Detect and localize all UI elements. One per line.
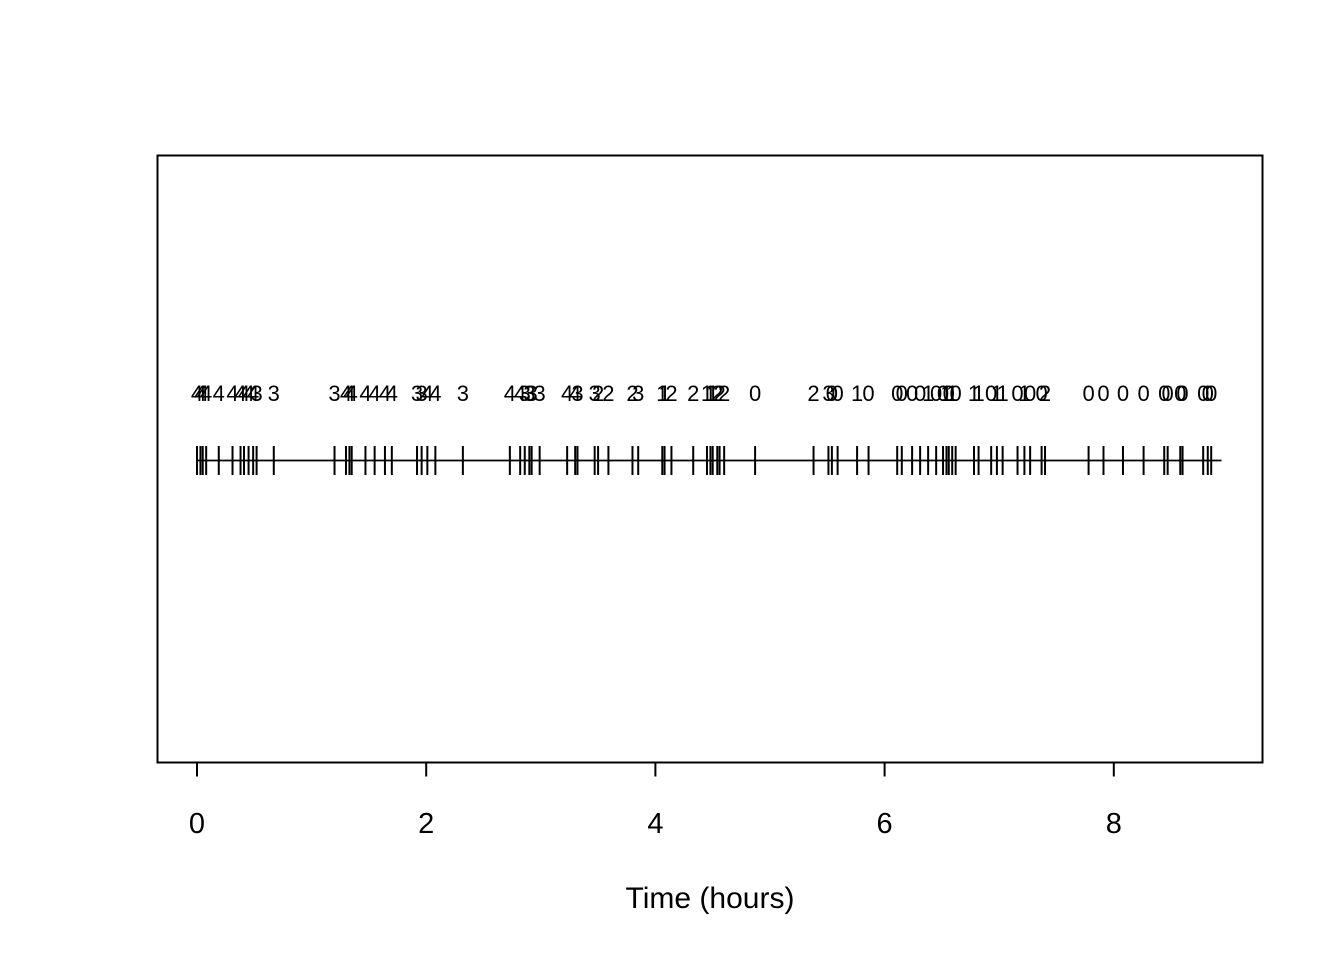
event-mark-label: 0 bbox=[1158, 381, 1170, 406]
event-mark-label: 0 bbox=[1176, 381, 1188, 406]
event-mark-label: 3 bbox=[589, 381, 601, 406]
event-mark-label: 0 bbox=[1024, 381, 1036, 406]
event-mark-label: 2 bbox=[711, 381, 723, 406]
event-mark-label: 0 bbox=[826, 381, 838, 406]
event-mark-label: 4 bbox=[197, 381, 209, 406]
event-mark-label: 1 bbox=[968, 381, 980, 406]
event-mark-label: 4 bbox=[213, 381, 225, 406]
x-axis-tick-label: 0 bbox=[189, 808, 205, 840]
event-mark-label: 0 bbox=[1205, 381, 1217, 406]
event-mark-label: 0 bbox=[1197, 381, 1209, 406]
event-mark-label: 1 bbox=[704, 381, 716, 406]
event-mark-label: 3 bbox=[632, 381, 644, 406]
event-mark-label: 3 bbox=[415, 381, 427, 406]
x-axis-tick-label: 8 bbox=[1106, 808, 1122, 840]
event-mark-label: 2 bbox=[592, 381, 604, 406]
event-mark-label: 4 bbox=[343, 381, 355, 406]
event-mark-label: 4 bbox=[242, 381, 254, 406]
event-mark-label: 0 bbox=[891, 381, 903, 406]
x-axis-tick-label: 4 bbox=[647, 808, 663, 840]
event-mark-label: 0 bbox=[1162, 381, 1174, 406]
event-mark-label: 0 bbox=[943, 381, 955, 406]
event-mark-label: 2 bbox=[687, 381, 699, 406]
event-mark-label: 0 bbox=[985, 381, 997, 406]
event-mark-label: 3 bbox=[457, 381, 469, 406]
event-mark-label: 4 bbox=[379, 381, 391, 406]
event-mark-label: 0 bbox=[914, 381, 926, 406]
event-mark-label: 3 bbox=[328, 381, 340, 406]
event-mark-label: 4 bbox=[191, 381, 203, 406]
event-mark-label: 1 bbox=[707, 381, 719, 406]
event-mark-label: 0 bbox=[1035, 381, 1047, 406]
event-mark-label: 4 bbox=[340, 381, 352, 406]
event-mark-label: 4 bbox=[234, 381, 246, 406]
event-mark-label: 0 bbox=[906, 381, 918, 406]
event-mark-label: 1 bbox=[851, 381, 863, 406]
event-mark-label: 0 bbox=[896, 381, 908, 406]
event-mark-label: 1 bbox=[701, 381, 713, 406]
event-mark-label: 2 bbox=[665, 381, 677, 406]
event-mark-label: 4 bbox=[200, 381, 212, 406]
event-mark-label: 0 bbox=[1097, 381, 1109, 406]
event-mark-label: 0 bbox=[831, 381, 843, 406]
plot-frame bbox=[156, 154, 1264, 764]
event-mark-label: 0 bbox=[1137, 381, 1149, 406]
event-mark-label: 1 bbox=[997, 381, 1009, 406]
event-mark-label: 2 bbox=[718, 381, 730, 406]
event-mark-label: 4 bbox=[386, 381, 398, 406]
event-mark-label: 4 bbox=[247, 381, 259, 406]
event-mark-label: 2 bbox=[713, 381, 725, 406]
x-axis-title: Time (hours) bbox=[626, 882, 795, 915]
event-mark-label: 1 bbox=[946, 381, 958, 406]
event-mark-label: 3 bbox=[268, 381, 280, 406]
event-mark-label: 3 bbox=[571, 381, 583, 406]
event-mark-label: 4 bbox=[504, 381, 516, 406]
event-mark-label: 3 bbox=[526, 381, 538, 406]
event-mark-label: 4 bbox=[369, 381, 381, 406]
event-mark-label: 3 bbox=[250, 381, 262, 406]
x-axis-tick-label: 2 bbox=[418, 808, 434, 840]
event-mark-label: 0 bbox=[937, 381, 949, 406]
event-mark-label: 4 bbox=[238, 381, 250, 406]
event-mark-label: 1 bbox=[991, 381, 1003, 406]
event-mark-label: 0 bbox=[1011, 381, 1023, 406]
event-mark-label: 1 bbox=[658, 381, 670, 406]
event-mark-label: 4 bbox=[226, 381, 238, 406]
event-mark-label: 0 bbox=[950, 381, 962, 406]
event-mark-label: 2 bbox=[807, 381, 819, 406]
event-mark-label: 4 bbox=[514, 381, 526, 406]
event-mark-label: 1 bbox=[940, 381, 952, 406]
event-mark-label: 0 bbox=[1174, 381, 1186, 406]
event-mark-label: 4 bbox=[561, 381, 573, 406]
event-mark-label: 2 bbox=[602, 381, 614, 406]
event-mark-label: 3 bbox=[523, 381, 535, 406]
event-mark-label: 4 bbox=[194, 381, 206, 406]
event-mark-label: 2 bbox=[1039, 381, 1051, 406]
event-mark-label: 3 bbox=[411, 381, 423, 406]
event-mark-label: 2 bbox=[626, 381, 638, 406]
event-mark-label: 3 bbox=[519, 381, 531, 406]
event-mark-label: 1 bbox=[656, 381, 668, 406]
event-mark-label: 4 bbox=[346, 381, 358, 406]
event-mark-label: 0 bbox=[1082, 381, 1094, 406]
event-mark-label: 4 bbox=[359, 381, 371, 406]
event-mark-label: 0 bbox=[1117, 381, 1129, 406]
x-axis-tick-label: 6 bbox=[877, 808, 893, 840]
event-mark-label: 0 bbox=[1202, 381, 1214, 406]
event-mark-label: 4 bbox=[421, 381, 433, 406]
event-mark-label: 1 bbox=[922, 381, 934, 406]
event-mark-label: 1 bbox=[972, 381, 984, 406]
event-mark-label: 0 bbox=[930, 381, 942, 406]
event-mark-label: 1 bbox=[1018, 381, 1030, 406]
event-mark-label: 4 bbox=[569, 381, 581, 406]
event-mark-label: 4 bbox=[429, 381, 441, 406]
event-mark-label: 0 bbox=[862, 381, 874, 406]
event-mark-label: 3 bbox=[534, 381, 546, 406]
event-mark-label: 0 bbox=[749, 381, 761, 406]
event-mark-label: 3 bbox=[822, 381, 834, 406]
